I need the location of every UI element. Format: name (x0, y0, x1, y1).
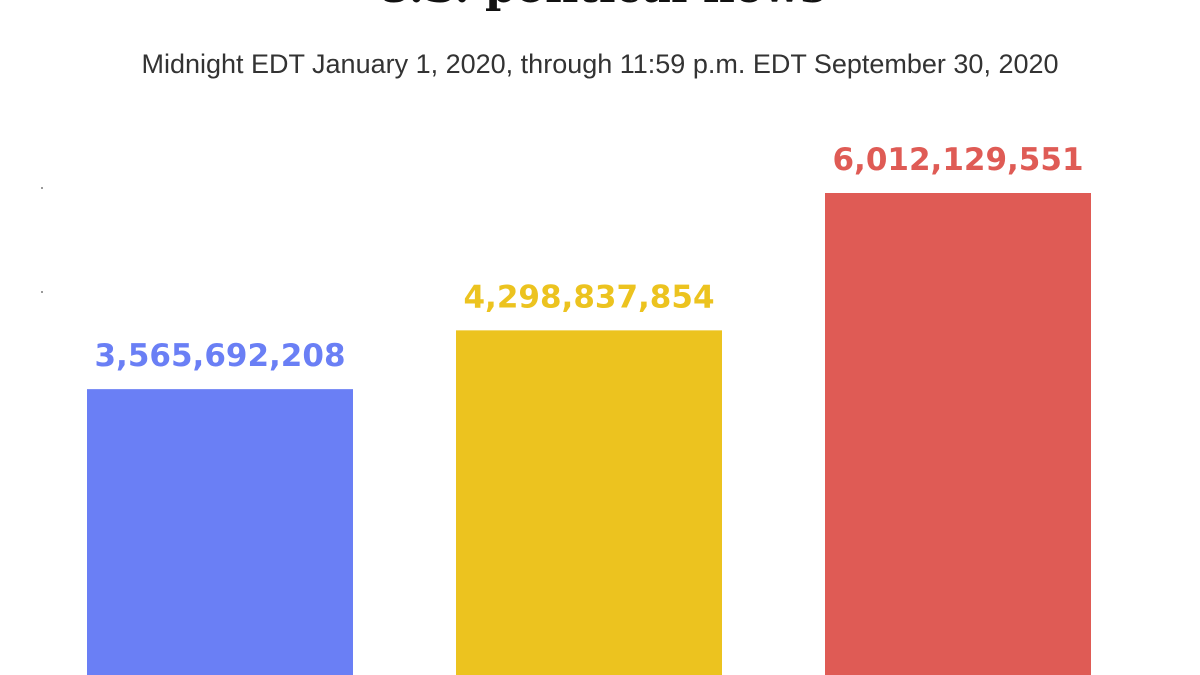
bar-3-value-label: 6,012,129,551 (832, 142, 1083, 178)
bar-2 (456, 330, 722, 675)
chart-title: U.S. political news (0, 0, 1200, 14)
bar-3 (825, 193, 1091, 675)
chart-subtitle: Midnight EDT January 1, 2020, through 11… (141, 49, 1059, 79)
bar-2-value-label: 4,298,837,854 (463, 279, 714, 315)
axis-tick-mark (41, 187, 43, 189)
axis-tick-mark (41, 291, 43, 293)
bar-1 (87, 389, 353, 675)
bar-1-value-label: 3,565,692,208 (94, 338, 345, 374)
